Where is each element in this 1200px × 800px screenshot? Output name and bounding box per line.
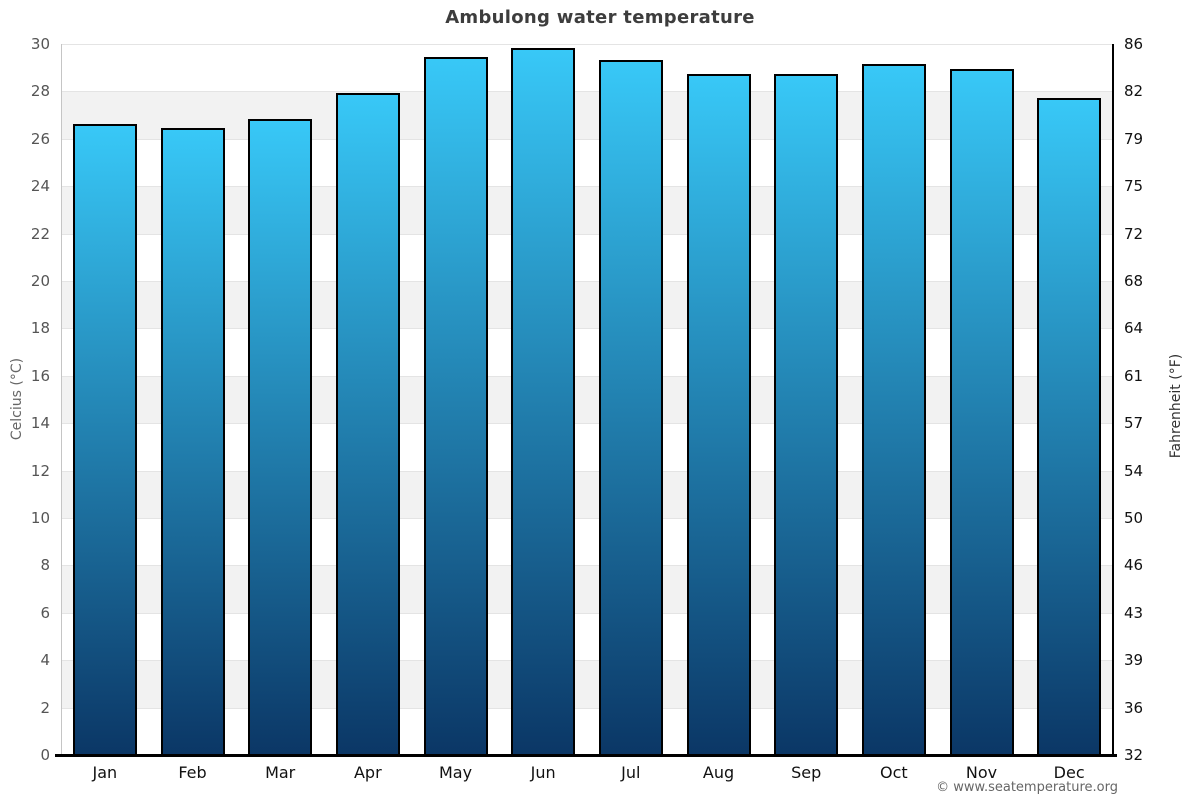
plot-band bbox=[61, 470, 1113, 518]
month-label-apr: Apr bbox=[353, 763, 382, 782]
month-label-jul: Jul bbox=[621, 763, 641, 782]
chart-title: Ambulong water temperature bbox=[445, 7, 755, 28]
fahrenheit-tick-86: 86 bbox=[1124, 35, 1144, 53]
gridline-10c bbox=[61, 518, 1113, 519]
month-label-sep: Sep bbox=[791, 763, 822, 782]
gridline-2c bbox=[61, 707, 1113, 709]
plot-band bbox=[61, 375, 1113, 424]
bar-jul[interactable] bbox=[598, 59, 663, 754]
gridline-6c bbox=[61, 612, 1113, 614]
celsius-tick-10: 10 bbox=[30, 509, 50, 527]
month-label-aug: Aug bbox=[702, 763, 735, 782]
fahrenheit-tick-36: 36 bbox=[1124, 698, 1144, 717]
gridline-28c bbox=[61, 91, 1113, 93]
fahrenheit-tick-82: 82 bbox=[1124, 82, 1144, 101]
celsius-tick-14: 14 bbox=[30, 414, 50, 433]
bottom-axis-line bbox=[55, 754, 1117, 757]
left-axis-line bbox=[61, 44, 62, 755]
fahrenheit-tick-72: 72 bbox=[1124, 224, 1144, 243]
bar-feb[interactable] bbox=[160, 128, 225, 754]
bar-may[interactable] bbox=[423, 57, 488, 754]
right-axis-line bbox=[1112, 44, 1114, 757]
gridline-24c bbox=[61, 186, 1113, 188]
fahrenheit-tick-64: 64 bbox=[1124, 319, 1144, 338]
month-label-mar: Mar bbox=[265, 763, 296, 782]
gridline-30c bbox=[61, 44, 1113, 45]
celsius-tick-26: 26 bbox=[30, 129, 50, 148]
plot-band bbox=[61, 565, 1113, 613]
fahrenheit-tick-43: 43 bbox=[1124, 603, 1144, 622]
celsius-tick-4: 4 bbox=[40, 651, 50, 670]
celsius-tick-8: 8 bbox=[40, 556, 50, 575]
gridline-22c bbox=[61, 233, 1113, 235]
fahrenheit-tick-54: 54 bbox=[1124, 461, 1144, 480]
gridline-4c bbox=[61, 660, 1113, 662]
celsius-tick-22: 22 bbox=[30, 224, 50, 243]
gridline-14c bbox=[61, 423, 1113, 425]
fahrenheit-tick-57: 57 bbox=[1124, 414, 1144, 433]
plot-band bbox=[61, 91, 1113, 139]
gridline-26c bbox=[61, 138, 1113, 140]
fahrenheit-tick-50: 50 bbox=[1124, 509, 1144, 527]
plot-band bbox=[61, 660, 1113, 708]
gridline-12c bbox=[61, 470, 1113, 472]
celsius-tick-2: 2 bbox=[40, 698, 50, 717]
month-label-nov: Nov bbox=[965, 763, 998, 782]
month-label-jun: Jun bbox=[530, 763, 556, 782]
celsius-tick-24: 24 bbox=[30, 177, 50, 196]
bar-oct[interactable] bbox=[861, 64, 926, 754]
fahrenheit-tick-39: 39 bbox=[1124, 651, 1144, 670]
gridline-18c bbox=[61, 328, 1113, 330]
plot-band bbox=[61, 281, 1113, 329]
celsius-tick-20: 20 bbox=[30, 272, 50, 290]
gridline-8c bbox=[61, 565, 1113, 567]
celsius-tick-30: 30 bbox=[30, 35, 50, 53]
fahrenheit-tick-75: 75 bbox=[1124, 177, 1144, 196]
bar-jun[interactable] bbox=[511, 47, 576, 754]
bar-sep[interactable] bbox=[774, 73, 839, 754]
bar-dec[interactable] bbox=[1037, 97, 1102, 754]
gridline-20c bbox=[61, 281, 1113, 282]
plot-band bbox=[61, 186, 1113, 234]
celsius-tick-16: 16 bbox=[30, 366, 50, 385]
bar-jan[interactable] bbox=[72, 123, 137, 754]
month-label-dec: Dec bbox=[1053, 763, 1085, 782]
bar-aug[interactable] bbox=[686, 73, 751, 754]
celsius-tick-0: 0 bbox=[40, 746, 50, 764]
copyright-footer[interactable]: © www.seatemperature.org bbox=[936, 780, 1118, 795]
celsius-tick-18: 18 bbox=[30, 319, 50, 338]
fahrenheit-tick-32: 32 bbox=[1124, 746, 1144, 764]
month-label-jan: Jan bbox=[92, 763, 118, 782]
gridline-16c bbox=[61, 375, 1113, 377]
fahrenheit-tick-61: 61 bbox=[1124, 366, 1144, 385]
fahrenheit-tick-46: 46 bbox=[1124, 556, 1144, 575]
celsius-tick-12: 12 bbox=[30, 461, 50, 480]
bar-nov[interactable] bbox=[949, 69, 1014, 754]
fahrenheit-tick-68: 68 bbox=[1124, 272, 1144, 290]
celsius-tick-28: 28 bbox=[30, 82, 50, 101]
celsius-tick-6: 6 bbox=[40, 603, 50, 622]
month-label-feb: Feb bbox=[178, 763, 207, 782]
bar-mar[interactable] bbox=[248, 118, 313, 754]
bar-apr[interactable] bbox=[335, 92, 400, 754]
month-label-may: May bbox=[438, 763, 473, 782]
fahrenheit-tick-79: 79 bbox=[1124, 129, 1144, 148]
month-label-oct: Oct bbox=[879, 763, 908, 782]
